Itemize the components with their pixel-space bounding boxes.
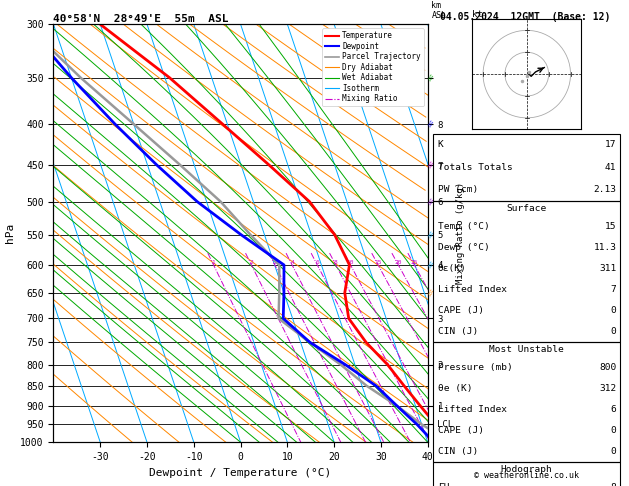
- Text: $\backslash\backslash$: $\backslash\backslash$: [424, 259, 435, 271]
- Y-axis label: Mixing Ratio (g/kg): Mixing Ratio (g/kg): [457, 182, 465, 284]
- Text: $\backslash\backslash$: $\backslash\backslash$: [424, 118, 435, 130]
- Text: 312: 312: [599, 384, 616, 393]
- Text: 25: 25: [411, 260, 418, 265]
- Text: 3: 3: [273, 260, 277, 265]
- Text: 4: 4: [290, 260, 294, 265]
- Text: 40°58'N  28°49'E  55m  ASL: 40°58'N 28°49'E 55m ASL: [53, 14, 229, 23]
- Text: 8: 8: [611, 483, 616, 486]
- Text: kt: kt: [472, 10, 483, 19]
- Text: © weatheronline.co.uk: © weatheronline.co.uk: [474, 471, 579, 480]
- Text: Lifted Index: Lifted Index: [438, 285, 507, 294]
- Text: θε(K): θε(K): [438, 264, 467, 273]
- Text: CIN (J): CIN (J): [438, 447, 478, 456]
- Text: PW (cm): PW (cm): [438, 185, 478, 194]
- Text: 7: 7: [611, 285, 616, 294]
- Text: $\backslash\backslash$: $\backslash\backslash$: [424, 287, 435, 298]
- Text: θe (K): θe (K): [438, 384, 472, 393]
- Text: Most Unstable: Most Unstable: [489, 345, 564, 354]
- X-axis label: Dewpoint / Temperature (°C): Dewpoint / Temperature (°C): [150, 468, 331, 478]
- Text: $\backslash\backslash$: $\backslash\backslash$: [424, 196, 435, 208]
- Text: 0: 0: [611, 327, 616, 336]
- Text: Temp (°C): Temp (°C): [438, 222, 489, 231]
- Text: 15: 15: [605, 222, 616, 231]
- Text: 6: 6: [611, 405, 616, 414]
- Text: km
ASL: km ASL: [431, 0, 447, 20]
- Text: 15: 15: [374, 260, 382, 265]
- Text: 8: 8: [334, 260, 338, 265]
- Text: CAPE (J): CAPE (J): [438, 306, 484, 315]
- Text: 2.13: 2.13: [593, 185, 616, 194]
- Text: 10: 10: [347, 260, 354, 265]
- Text: 11.3: 11.3: [593, 243, 616, 252]
- Text: Lifted Index: Lifted Index: [438, 405, 507, 414]
- Text: $\backslash\backslash$: $\backslash\backslash$: [424, 72, 435, 84]
- Text: CIN (J): CIN (J): [438, 327, 478, 336]
- Text: $\backslash\backslash$: $\backslash\backslash$: [424, 229, 435, 241]
- Text: EH: EH: [438, 483, 449, 486]
- Text: 1: 1: [212, 260, 215, 265]
- Text: K: K: [438, 140, 443, 149]
- Text: 04.05.2024  12GMT  (Base: 12): 04.05.2024 12GMT (Base: 12): [440, 12, 610, 22]
- Text: 20: 20: [394, 260, 402, 265]
- Y-axis label: hPa: hPa: [4, 223, 14, 243]
- Text: $\backslash\backslash$: $\backslash\backslash$: [424, 159, 435, 171]
- Text: 2: 2: [250, 260, 253, 265]
- Text: Surface: Surface: [506, 204, 546, 213]
- Text: 0: 0: [611, 426, 616, 435]
- Text: Totals Totals: Totals Totals: [438, 163, 513, 172]
- Text: Hodograph: Hodograph: [500, 465, 552, 474]
- Text: 41: 41: [605, 163, 616, 172]
- Text: 311: 311: [599, 264, 616, 273]
- Text: 0: 0: [611, 306, 616, 315]
- Text: 800: 800: [599, 363, 616, 372]
- Text: CAPE (J): CAPE (J): [438, 426, 484, 435]
- Text: Dewp (°C): Dewp (°C): [438, 243, 489, 252]
- Text: 17: 17: [605, 140, 616, 149]
- Legend: Temperature, Dewpoint, Parcel Trajectory, Dry Adiabat, Wet Adiabat, Isotherm, Mi: Temperature, Dewpoint, Parcel Trajectory…: [322, 28, 424, 106]
- Text: 6: 6: [315, 260, 319, 265]
- Text: 0: 0: [611, 447, 616, 456]
- Text: Pressure (mb): Pressure (mb): [438, 363, 513, 372]
